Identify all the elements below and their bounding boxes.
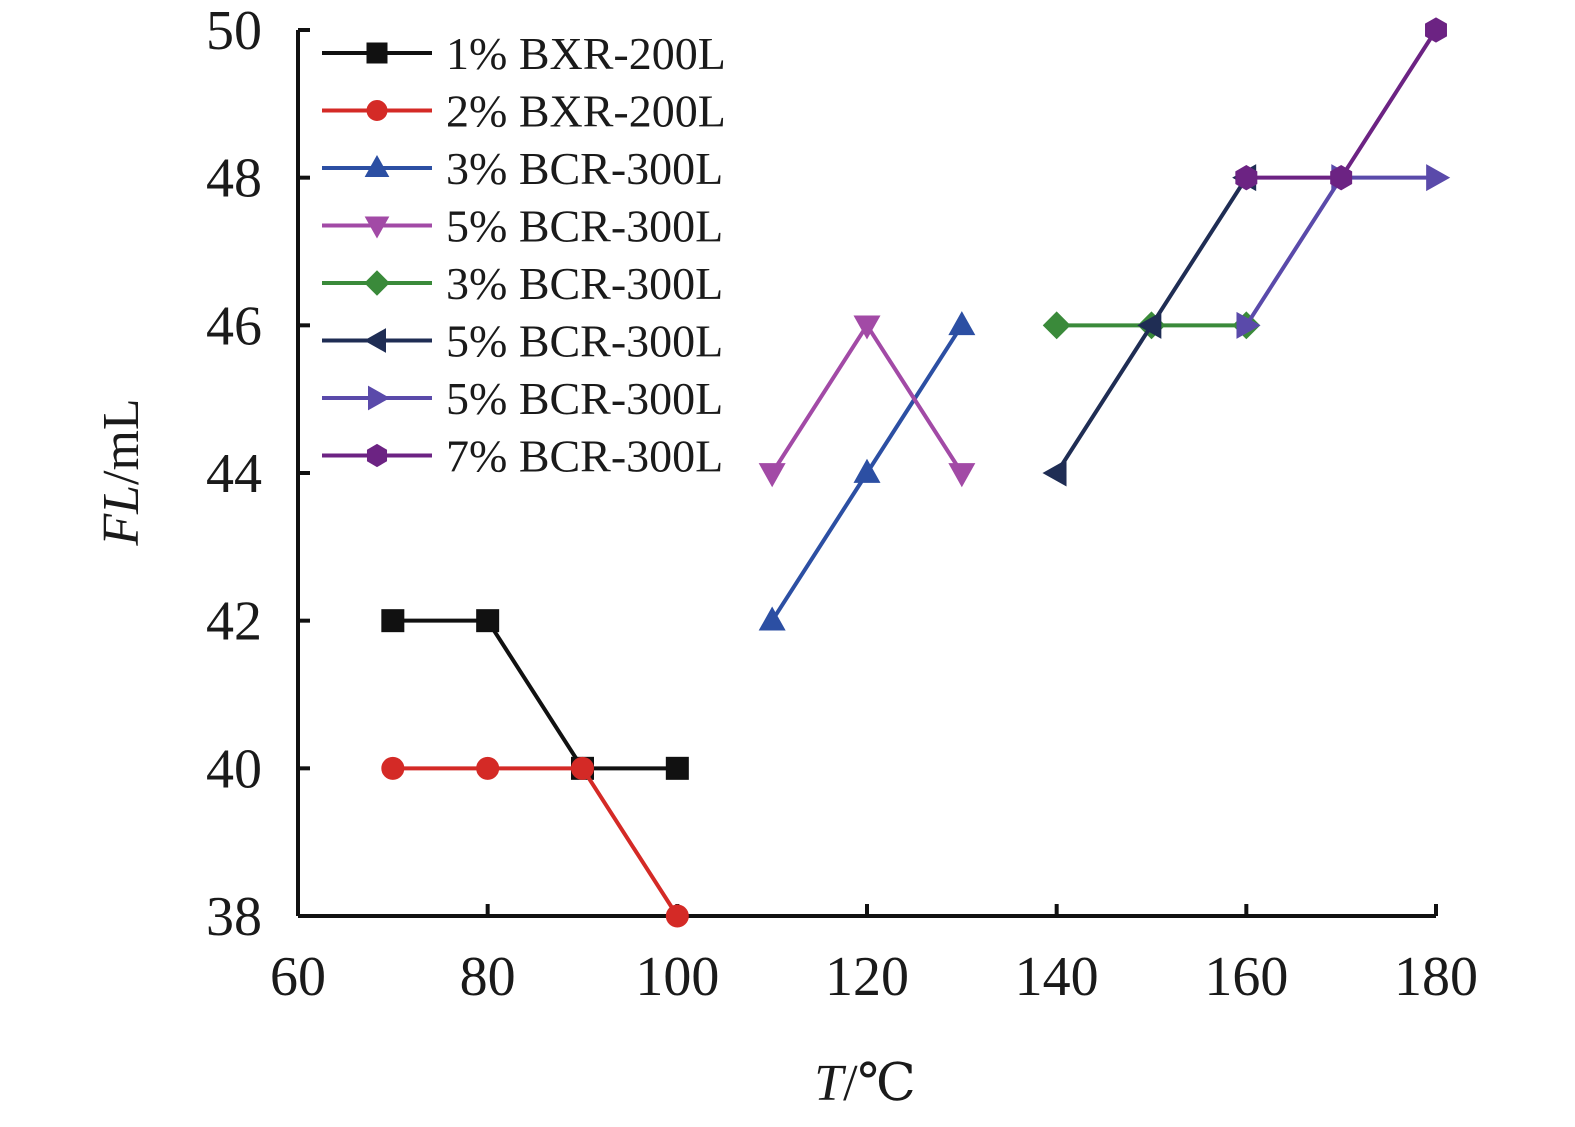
series-line [392, 766, 680, 918]
marker-hexagon [1235, 164, 1258, 191]
marker-circle [381, 756, 405, 780]
y-tick-label: 38 [206, 886, 262, 948]
y-tick-label: 46 [206, 295, 262, 357]
marker-triangle-down [853, 315, 881, 340]
legend-entry: 5% BCR-300L [322, 201, 723, 252]
y-tick-label: 40 [206, 738, 262, 800]
marker-triangle-up [948, 311, 976, 336]
series-line [1246, 28, 1438, 180]
marker-hexagon [366, 443, 388, 468]
legend-entry: 2% BXR-200L [322, 86, 726, 137]
legend-label: 5% BCR-300L [446, 316, 723, 367]
marker-triangle-down [758, 463, 786, 488]
legend-entry: 5% BCR-300L [322, 373, 723, 424]
marker-circle [366, 100, 388, 121]
x-tick-label: 60 [270, 946, 326, 1008]
series-7 [1236, 164, 1451, 339]
marker-triangle-left [363, 328, 386, 353]
marker-triangle-right [1236, 311, 1261, 339]
y-tick-label: 44 [206, 443, 262, 505]
x-tick-label: 160 [1204, 946, 1288, 1008]
legend: 1% BXR-200L 2% BXR-200L 3% BCR-300L 5% BCR-… [322, 28, 726, 482]
series-layer [381, 17, 1451, 928]
legend-entry: 3% BCR-300L [322, 258, 723, 309]
x-tick-label: 120 [825, 946, 909, 1008]
x-tick-label: 80 [460, 946, 516, 1008]
series-8 [1235, 17, 1447, 191]
x-tick-label: 180 [1394, 946, 1478, 1008]
series-4 [758, 315, 976, 488]
x-tick-label: 140 [1015, 946, 1099, 1008]
y-axis-title: FL/mL [93, 398, 150, 546]
series-3 [758, 311, 976, 631]
marker-triangle-left [1137, 311, 1162, 339]
marker-hexagon [1425, 17, 1447, 43]
marker-diamond [1042, 311, 1071, 340]
marker-triangle-up [758, 606, 786, 631]
legend-entry: 1% BXR-200L [322, 28, 726, 79]
marker-triangle-right [1426, 164, 1451, 192]
marker-hexagon [1330, 164, 1353, 191]
marker-square [381, 609, 405, 633]
legend-label: 1% BXR-200L [446, 28, 726, 79]
series-line [1244, 175, 1436, 327]
legend-entry: 3% BCR-300L [322, 143, 723, 194]
marker-square [476, 609, 500, 633]
legend-label: 3% BCR-300L [446, 258, 723, 309]
marker-square [665, 756, 689, 780]
marker-triangle-down [948, 463, 976, 488]
marker-triangle-left [1042, 459, 1067, 487]
marker-triangle-right [368, 385, 391, 411]
legend-label: 7% BCR-300L [446, 431, 723, 482]
legend-label: 2% BXR-200L [446, 86, 726, 137]
marker-circle [665, 904, 689, 928]
marker-triangle-up [364, 154, 390, 177]
y-tick-label: 42 [206, 591, 262, 653]
marker-circle [476, 756, 500, 780]
legend-entry: 7% BCR-300L [322, 431, 723, 482]
series-1 [381, 609, 689, 780]
legend-label: 5% BCR-300L [446, 373, 723, 424]
legend-entry: 5% BCR-300L [322, 316, 723, 367]
marker-triangle-up [853, 458, 881, 483]
legend-label: 5% BCR-300L [446, 201, 723, 252]
series-line [392, 618, 678, 771]
y-tick-label: 50 [206, 0, 262, 62]
marker-square [366, 42, 388, 64]
series-line [770, 323, 964, 475]
marker-triangle-down [364, 216, 390, 239]
x-axis-title: T/℃ [814, 1055, 916, 1112]
y-tick-label: 48 [206, 148, 262, 210]
x-tick-label: 100 [635, 946, 719, 1008]
legend-label: 3% BCR-300L [446, 143, 723, 194]
series-2 [381, 756, 689, 928]
marker-circle [571, 756, 594, 780]
axes: 60 80 100 120 140 160 180 38 40 42 44 46 48 50 [206, 0, 1478, 1008]
marker-diamond [364, 270, 390, 296]
